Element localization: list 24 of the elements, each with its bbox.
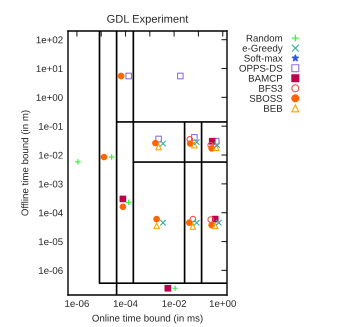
- legend-label: Random: [246, 34, 282, 42]
- legend-label: BAMCP: [248, 74, 282, 82]
- y-tick-label: 1e+01: [36, 65, 63, 72]
- y-tick-label: 1e-04: [39, 209, 63, 216]
- legend-label: e-Greedy: [242, 44, 283, 54]
- legend-label: BEB: [264, 105, 282, 112]
- legend-label: Soft-max: [244, 54, 283, 62]
- x-tick-label: 1e-06: [65, 300, 89, 307]
- x-tick-label: 1e-02: [162, 300, 186, 307]
- y-tick-label: 1e-05: [39, 238, 63, 246]
- y-axis-title: Offline time bound (in m): [21, 110, 30, 216]
- y-tick-label: 1e-02: [39, 152, 63, 159]
- x-tick-label: 1e-04: [114, 300, 138, 307]
- x-tick-label: 1e+00: [210, 300, 236, 307]
- y-tick-label: 1e-03: [39, 180, 63, 188]
- x-axis-title: Online time bound (in ms): [92, 314, 203, 324]
- legend-label: SBOSS: [250, 94, 282, 102]
- y-tick-label: 1e+00: [36, 94, 63, 101]
- y-tick-label: 1e-01: [39, 122, 63, 130]
- y-tick-label: 1e-06: [39, 267, 63, 274]
- legend-label: BFS3: [259, 84, 282, 92]
- legend-label: OPPS-DS: [239, 64, 282, 72]
- chart-title: GDL Experiment: [107, 14, 188, 25]
- y-tick-label: 1e+02: [36, 36, 63, 44]
